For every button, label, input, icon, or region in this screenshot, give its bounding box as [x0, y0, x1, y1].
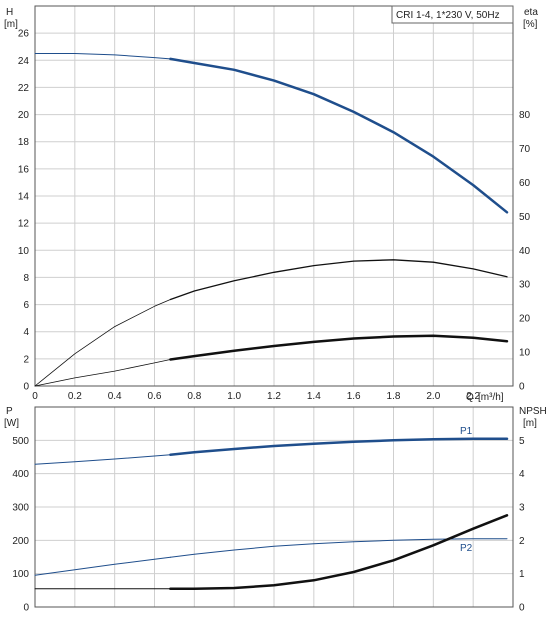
- left-y-tick-label: 22: [18, 83, 30, 94]
- p1-power-curve-operating-segment: [169, 437, 509, 456]
- left-y-tick-label: 400: [12, 469, 29, 480]
- npsh-curve-operating-segment: [169, 514, 509, 590]
- head-chart-frame: [34, 5, 514, 387]
- x-tick-label: 0: [32, 391, 38, 402]
- right-y-tick-label: 30: [519, 280, 531, 291]
- left-y-tick-label: 200: [12, 536, 29, 547]
- right-y-tick-label: 50: [519, 212, 531, 223]
- left-y-tick-label: 20: [18, 110, 30, 121]
- title-box: [391, 5, 514, 24]
- head-curve-thin-segment: [34, 53, 171, 60]
- npsh-axis-unit: [m]: [523, 418, 537, 429]
- chart-title: CRI 1-4, 1*230 V, 50Hz: [396, 10, 500, 21]
- left-y-tick-label: 4: [23, 327, 29, 338]
- x-tick-label: 2.2: [466, 391, 480, 402]
- right-y-tick-label: 1: [519, 569, 525, 580]
- x-tick-label: 2.0: [426, 391, 440, 402]
- right-y-tick-label: 5: [519, 436, 525, 447]
- right-y-tick-label: 0: [519, 382, 525, 393]
- right-y-tick-label: 80: [519, 110, 531, 121]
- left-y-tick-label: 24: [18, 56, 30, 67]
- x-tick-label: 1.8: [387, 391, 401, 402]
- efficiency-curve-thin-segment: [34, 299, 171, 387]
- power-axis-unit: [W]: [4, 418, 19, 429]
- right-y-tick-label: 40: [519, 246, 531, 257]
- x-tick-label: 0.8: [187, 391, 201, 402]
- left-y-tick-label: 0: [23, 382, 29, 393]
- right-y-tick-label: 0: [519, 603, 525, 614]
- efficiency-axis-tick-labels: 0 10 20 30 40 50 60 70 80: [519, 110, 531, 392]
- power-chart-frame: [34, 406, 514, 608]
- x-tick-label: 0.6: [148, 391, 162, 402]
- legend-p2: P2: [460, 543, 473, 554]
- right-y-tick-label: 60: [519, 178, 531, 189]
- x-tick-label: 1.6: [347, 391, 361, 402]
- power-npsh-chart: 0 100 200 300 400 500 0 1 2 3 4 5 P [W] NPSH [m] P…: [4, 406, 547, 614]
- left-y-tick-label: 500: [12, 436, 29, 447]
- right-y-tick-label: 2: [519, 536, 525, 547]
- head-efficiency-chart: 0 0.2 0.4 0.6 0.8 1.0 1.2 1.4 1.6 1.8 2.0 2.2 02468…: [4, 5, 538, 403]
- efficiency-axis-label: eta: [524, 7, 538, 18]
- x-tick-label: 1.4: [307, 391, 321, 402]
- head-axis-unit: [m]: [4, 19, 18, 30]
- head-chart-grid: [35, 6, 513, 386]
- right-y-tick-label: 10: [519, 348, 531, 359]
- efficiency-axis-unit: [%]: [523, 19, 538, 30]
- shaft-power-per-flow-curve-operating-segment: [169, 334, 509, 361]
- head-chart-series: [34, 53, 509, 387]
- flow-axis-label: Q: [466, 392, 474, 403]
- npsh-axis-label: NPSH: [519, 406, 547, 417]
- x-tick-label: 1.0: [227, 391, 241, 402]
- power-chart-grid: [35, 407, 513, 607]
- right-y-tick-label: 3: [519, 503, 525, 514]
- head-curve-operating-segment: [169, 57, 509, 214]
- head-axis-label: H: [6, 7, 13, 18]
- shaft-power-per-flow-curve-thin-segment: [34, 359, 171, 387]
- p1-power-curve-thin-segment: [34, 454, 171, 465]
- x-tick-label: 1.2: [267, 391, 281, 402]
- power-axis-label: P: [6, 406, 13, 417]
- power-axis-tick-labels: 0 100 200 300 400 500: [12, 436, 29, 614]
- left-y-tick-label: 14: [18, 192, 30, 203]
- left-y-tick-label: 8: [23, 273, 29, 284]
- left-y-tick-label: 18: [18, 137, 30, 148]
- right-y-tick-label: 20: [519, 314, 531, 325]
- p2-power-curve-operating-segment: [169, 538, 508, 558]
- left-y-tick-label: 6: [23, 300, 29, 311]
- left-y-tick-label: 2: [23, 354, 29, 365]
- legend-p1: P1: [460, 426, 473, 437]
- flow-axis-unit: [m³/h]: [478, 392, 504, 403]
- left-y-tick-label: 12: [18, 219, 30, 230]
- right-y-tick-label: 4: [519, 469, 525, 480]
- left-y-tick-label: 10: [18, 246, 30, 257]
- head-chart-x-tick-labels: 0 0.2 0.4 0.6 0.8 1.0 1.2 1.4 1.6 1.8 2.0 2.2: [32, 391, 480, 402]
- left-y-tick-label: 0: [23, 603, 29, 614]
- power-chart-series: [34, 437, 509, 590]
- p2-power-curve-thin-segment: [34, 556, 171, 576]
- left-y-tick-label: 26: [18, 29, 30, 40]
- x-tick-label: 0.4: [108, 391, 122, 402]
- efficiency-curve-operating-segment: [169, 259, 508, 301]
- right-y-tick-label: 70: [519, 144, 531, 155]
- left-y-tick-label: 16: [18, 164, 30, 175]
- left-y-tick-label: 100: [12, 569, 29, 580]
- left-y-tick-label: 300: [12, 503, 29, 514]
- x-tick-label: 0.2: [68, 391, 82, 402]
- npsh-axis-tick-labels: 0 1 2 3 4 5: [519, 436, 525, 614]
